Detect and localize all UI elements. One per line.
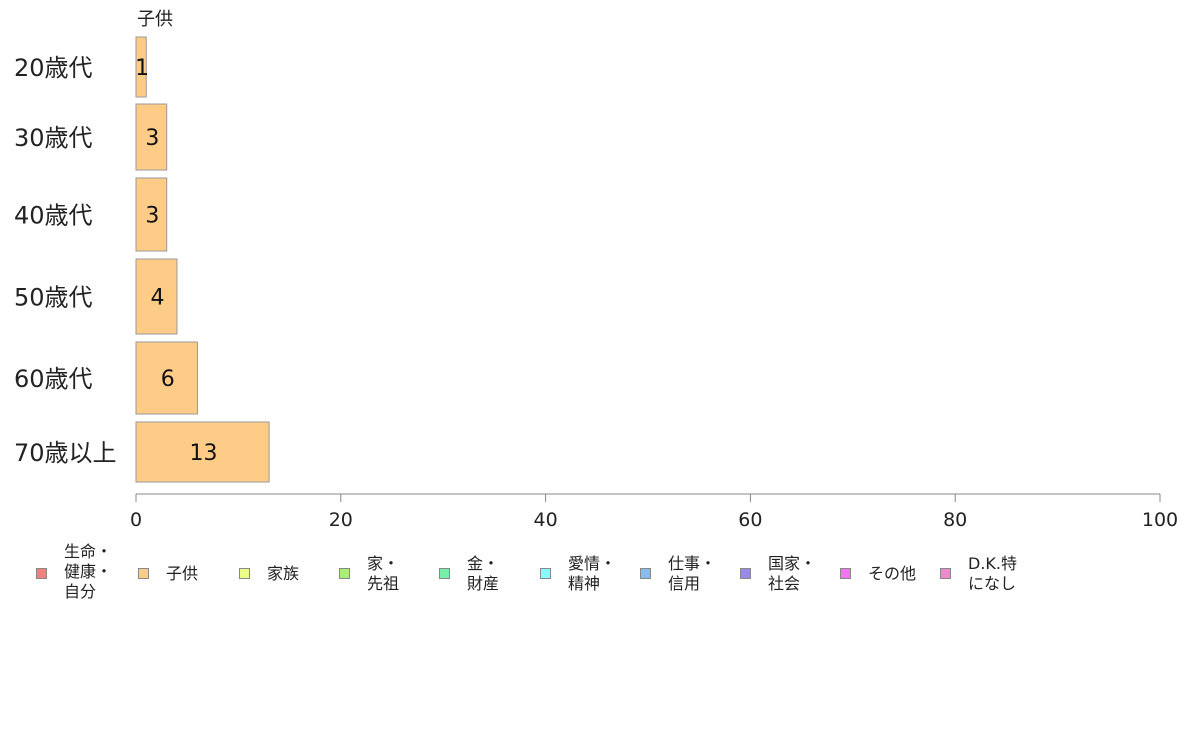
x-tick-label: 100 [1142, 509, 1178, 531]
legend: 生命・ 健康・ 自分 子供 家族 家・ 先祖 金・ 財産 愛情・ 精神 仕事・ 信用 国家・ … [36, 542, 1156, 612]
legend-swatch [540, 568, 551, 579]
x-tick-label: 0 [130, 509, 142, 531]
bar-value-label: 3 [145, 126, 159, 151]
category-label: 50歳代 [14, 284, 93, 312]
legend-label: 愛情・ 精神 [568, 554, 617, 593]
legend-label: 金・ 財産 [467, 554, 500, 593]
bar-40歳代 [135, 177, 168, 252]
bar-30歳代 [135, 103, 168, 171]
legend-swatch [239, 568, 250, 579]
legend-swatch [138, 568, 149, 579]
legend-swatch [36, 568, 47, 579]
bar-value-label: 13 [190, 441, 218, 466]
bar-value-label: 6 [161, 367, 175, 392]
legend-swatch [439, 568, 450, 579]
category-label: 30歳代 [14, 124, 93, 152]
legend-item: 金・ 財産 [439, 542, 499, 594]
bar-value-label: 3 [145, 204, 159, 229]
legend-swatch [640, 568, 651, 579]
legend-label: その他 [868, 564, 917, 583]
x-tick-label: 20 [329, 509, 353, 531]
bar-50歳代 [135, 258, 178, 335]
x-tick-label: 60 [738, 509, 762, 531]
x-tick-label: 40 [534, 509, 558, 531]
category-label: 40歳代 [14, 202, 93, 230]
legend-label: 家族 [267, 564, 300, 583]
legend-label: 子供 [166, 564, 199, 583]
legend-item: その他 [840, 542, 916, 584]
legend-label: 国家・ 社会 [768, 554, 817, 593]
bar-value-label: 1 [135, 56, 149, 81]
legend-item: 国家・ 社会 [740, 542, 816, 594]
legend-swatch [840, 568, 851, 579]
legend-item: 愛情・ 精神 [540, 542, 616, 594]
legend-swatch [940, 568, 951, 579]
bar-60歳代 [135, 341, 198, 415]
legend-item: 家族 [239, 542, 299, 584]
bar-20歳代 [135, 36, 147, 98]
legend-label: 仕事・ 信用 [668, 554, 717, 593]
bar-value-label: 4 [150, 286, 164, 311]
bar-70歳以上 [135, 421, 270, 483]
legend-item: 仕事・ 信用 [640, 542, 716, 594]
legend-item: 生命・ 健康・ 自分 [36, 542, 112, 602]
x-tick-label: 80 [943, 509, 967, 531]
series-label: 子供 [137, 9, 173, 30]
legend-item: D.K.特 になし [940, 542, 1017, 594]
legend-label: D.K.特 になし [968, 554, 1017, 593]
legend-item: 家・ 先祖 [339, 542, 399, 594]
legend-swatch [339, 568, 350, 579]
legend-item: 子供 [138, 542, 198, 584]
category-label: 70歳以上 [14, 439, 117, 467]
category-label: 20歳代 [14, 54, 93, 82]
legend-label: 生命・ 健康・ 自分 [64, 542, 113, 601]
category-label: 60歳代 [14, 365, 93, 393]
legend-label: 家・ 先祖 [367, 554, 400, 593]
legend-swatch [740, 568, 751, 579]
